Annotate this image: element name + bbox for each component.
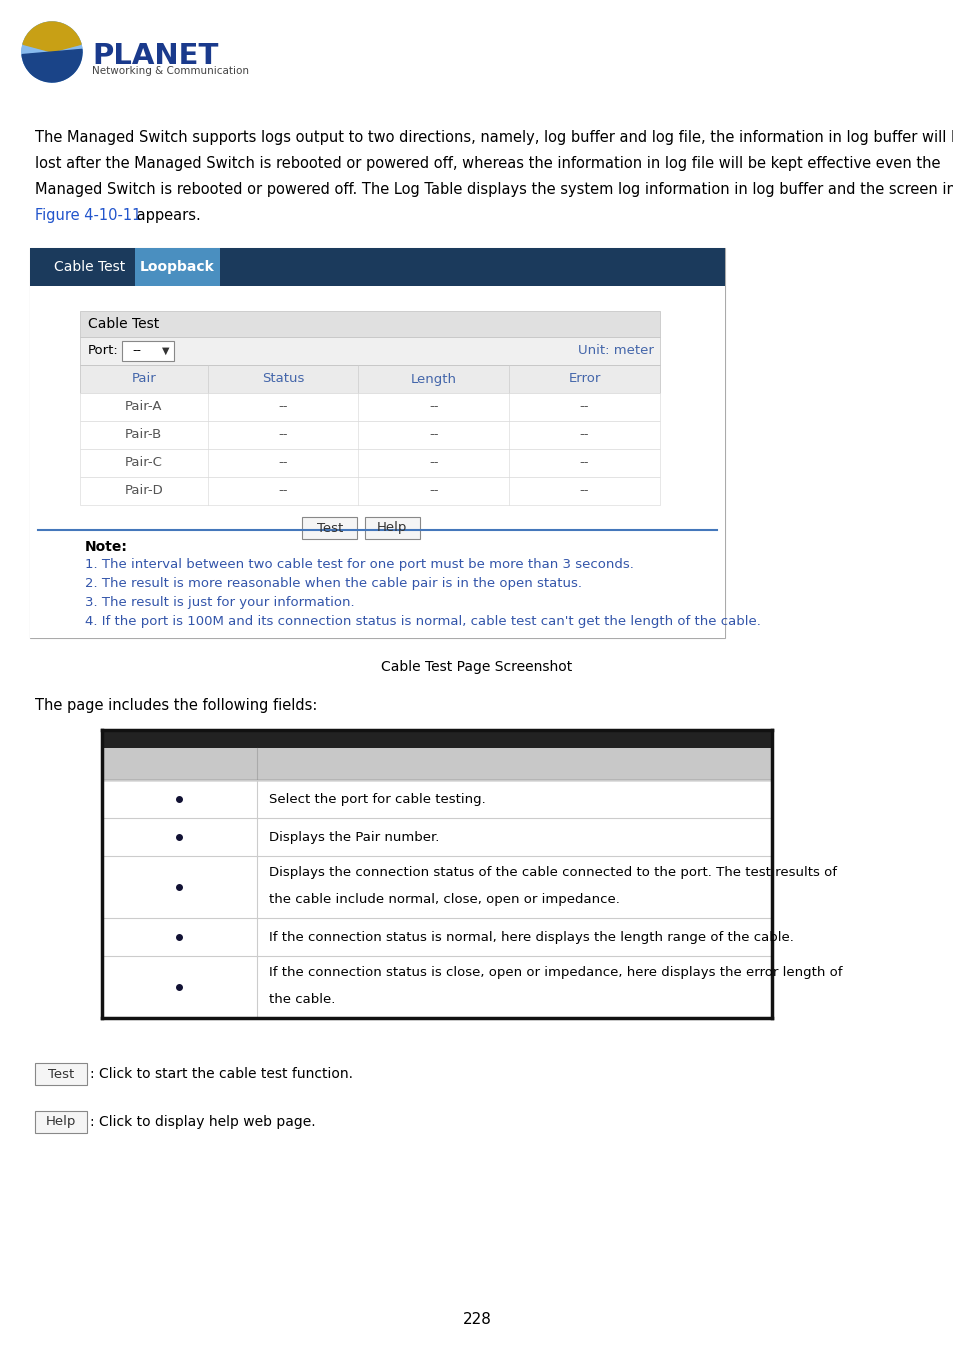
Text: --: -- — [278, 485, 288, 498]
Bar — [80, 364, 659, 393]
Text: --: -- — [579, 456, 589, 470]
Bar — [102, 956, 771, 1018]
Bar — [80, 338, 659, 364]
Text: 1. The interval between two cable test for one port must be more than 3 seconds.: 1. The interval between two cable test f… — [85, 558, 633, 571]
Bar — [80, 450, 659, 477]
Text: --: -- — [429, 401, 438, 413]
Text: Pair-A: Pair-A — [125, 401, 162, 413]
Text: 2. The result is more reasonable when the cable pair is in the open status.: 2. The result is more reasonable when th… — [85, 576, 581, 590]
Text: --: -- — [278, 428, 288, 441]
Text: appears.: appears. — [132, 208, 200, 223]
Text: Loopback: Loopback — [139, 261, 214, 274]
Text: If the connection status is close, open or impedance, here displays the error le: If the connection status is close, open … — [269, 967, 841, 979]
Bar — [102, 856, 771, 918]
Bar — [30, 286, 724, 639]
Text: --: -- — [429, 428, 438, 441]
Text: Displays the connection status of the cable connected to the port. The test resu: Displays the connection status of the ca… — [269, 865, 836, 879]
Bar — [102, 918, 771, 956]
Wedge shape — [22, 50, 82, 82]
Bar — [102, 748, 771, 780]
Text: Status: Status — [261, 373, 304, 386]
Text: --: -- — [579, 485, 589, 498]
Text: Select the port for cable testing.: Select the port for cable testing. — [269, 792, 485, 806]
Text: The Managed Switch supports logs output to two directions, namely, log buffer an: The Managed Switch supports logs output … — [35, 130, 953, 144]
Bar — [80, 477, 659, 505]
Bar — [102, 730, 771, 748]
Text: The page includes the following fields:: The page includes the following fields: — [35, 698, 317, 713]
Text: 228: 228 — [462, 1312, 491, 1327]
Text: --: -- — [579, 428, 589, 441]
Bar — [35, 1062, 87, 1085]
Bar — [35, 1111, 87, 1133]
Text: Pair-D: Pair-D — [124, 485, 163, 498]
Text: 3. The result is just for your information.: 3. The result is just for your informati… — [85, 595, 355, 609]
Text: : Click to display help web page.: : Click to display help web page. — [90, 1115, 315, 1129]
Bar — [30, 248, 724, 286]
Text: Cable Test Page Screenshot: Cable Test Page Screenshot — [381, 660, 572, 674]
Bar — [122, 342, 173, 360]
Text: 4. If the port is 100M and its connection status is normal, cable test can't get: 4. If the port is 100M and its connectio… — [85, 616, 760, 628]
Bar — [80, 421, 659, 450]
Bar — [102, 818, 771, 856]
Text: Cable Test: Cable Test — [54, 261, 126, 274]
Text: Note:: Note: — [85, 540, 128, 553]
Text: PLANET: PLANET — [91, 42, 218, 70]
Text: Displays the Pair number.: Displays the Pair number. — [269, 830, 439, 844]
Text: Length: Length — [411, 373, 456, 386]
Text: Help: Help — [376, 521, 407, 535]
Text: Pair-C: Pair-C — [125, 456, 163, 470]
Text: Unit: meter: Unit: meter — [578, 344, 654, 358]
Text: Cable Test: Cable Test — [88, 317, 159, 331]
Text: Networking & Communication: Networking & Communication — [91, 66, 249, 76]
Text: --: -- — [132, 344, 141, 358]
Bar — [302, 517, 356, 539]
Text: lost after the Managed Switch is rebooted or powered off, whereas the informatio: lost after the Managed Switch is reboote… — [35, 157, 940, 171]
Text: : Click to start the cable test function.: : Click to start the cable test function… — [90, 1066, 353, 1081]
Text: Figure 4-10-11: Figure 4-10-11 — [35, 208, 141, 223]
Text: Test: Test — [316, 521, 343, 535]
Text: --: -- — [579, 401, 589, 413]
Text: If the connection status is normal, here displays the length range of the cable.: If the connection status is normal, here… — [269, 930, 793, 944]
Bar — [80, 393, 659, 421]
Text: Error: Error — [568, 373, 600, 386]
Bar — [135, 248, 220, 286]
Text: --: -- — [278, 401, 288, 413]
Text: --: -- — [429, 456, 438, 470]
Text: Help: Help — [46, 1115, 76, 1129]
Text: Port:: Port: — [88, 344, 118, 358]
Text: Managed Switch is rebooted or powered off. The Log Table displays the system log: Managed Switch is rebooted or powered of… — [35, 182, 953, 197]
Text: the cable.: the cable. — [269, 994, 335, 1006]
Text: Pair: Pair — [132, 373, 156, 386]
Text: Pair-B: Pair-B — [125, 428, 162, 441]
Circle shape — [22, 22, 82, 82]
Text: the cable include normal, close, open or impedance.: the cable include normal, close, open or… — [269, 892, 619, 906]
Wedge shape — [23, 22, 81, 53]
Text: Test: Test — [48, 1068, 74, 1080]
Bar — [30, 248, 724, 639]
Bar — [80, 310, 659, 338]
Text: ▼: ▼ — [162, 346, 170, 356]
Bar — [102, 780, 771, 818]
Text: --: -- — [278, 456, 288, 470]
Bar — [365, 517, 419, 539]
Wedge shape — [22, 22, 82, 68]
Text: --: -- — [429, 485, 438, 498]
